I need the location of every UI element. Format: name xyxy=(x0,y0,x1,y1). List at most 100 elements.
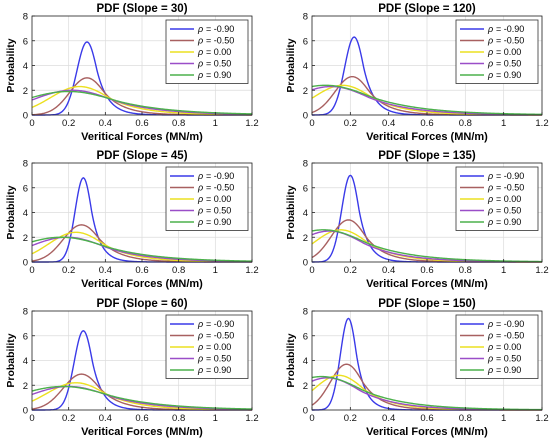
legend-entry-label: = 0.90 xyxy=(496,217,521,227)
pdf-panel: 0 0.2 0.4 0.6 0.8 1 1.2 0 2 4 6 8 PDF (Slope = 120) V… xyxy=(285,3,549,143)
y-tick-label: 6 xyxy=(303,36,308,47)
x-tick-label: 0.8 xyxy=(172,118,185,129)
y-tick-label: 4 xyxy=(23,208,28,219)
x-tick-label: 0.8 xyxy=(459,265,472,276)
legend-symbol: ρ xyxy=(487,171,493,181)
y-tick-label: 6 xyxy=(23,36,28,47)
legend-symbol: ρ xyxy=(197,24,203,34)
legend-entry-label: = 0.50 xyxy=(206,354,231,364)
x-tick-label: 1 xyxy=(501,413,506,424)
legend-entry-label: = 0.00 xyxy=(206,194,231,204)
y-tick-label: 0 xyxy=(303,111,308,122)
x-tick-label: 0.2 xyxy=(62,413,75,424)
legend-symbol: ρ xyxy=(487,70,493,80)
y-axis-label: Probability xyxy=(5,333,17,387)
panel-title: PDF (Slope = 45) xyxy=(96,150,187,162)
legend-entry-label: = 0.90 xyxy=(496,365,521,375)
y-axis-label: Probability xyxy=(5,38,17,92)
legend-entry-label: = 0.90 xyxy=(206,365,231,375)
x-tick-label: 0.6 xyxy=(135,265,148,276)
legend-symbol: ρ xyxy=(197,183,203,193)
y-tick-label: 2 xyxy=(303,86,308,97)
x-axis-label: Veritical Forces (MN/m) xyxy=(366,278,488,290)
legend-symbol: ρ xyxy=(197,70,203,80)
legend-symbol: ρ xyxy=(487,206,493,216)
x-tick-label: 0.6 xyxy=(135,413,148,424)
pdf-panel: 0 0.2 0.4 0.6 0.8 1 1.2 0 2 4 6 8 PDF (Slope = 135) V… xyxy=(285,150,549,290)
legend: ρ = -0.90ρ = -0.50ρ = 0.00ρ = 0.50ρ = 0.90 xyxy=(455,19,539,84)
legend-entry-label: = 0.50 xyxy=(206,206,231,216)
legend-symbol: ρ xyxy=(197,59,203,69)
y-tick-label: 4 xyxy=(23,61,28,72)
y-tick-label: 8 xyxy=(23,307,28,318)
legend-symbol: ρ xyxy=(197,206,203,216)
y-tick-label: 2 xyxy=(303,233,308,244)
y-axis-label: Probability xyxy=(285,333,297,387)
legend-entry-label: = -0.50 xyxy=(206,331,234,341)
x-tick-label: 0.4 xyxy=(382,413,395,424)
x-tick-label: 0.8 xyxy=(172,413,185,424)
pdf-panel: 0 0.2 0.4 0.6 0.8 1 1.2 0 2 4 6 8 PDF (Slope = 30) Ve… xyxy=(5,3,259,143)
legend-symbol: ρ xyxy=(487,59,493,69)
x-axis-label: Veritical Forces (MN/m) xyxy=(366,426,488,438)
x-tick-label: 0 xyxy=(29,118,34,129)
pdf-panel: 0 0.2 0.4 0.6 0.8 1 1.2 0 2 4 6 8 PDF (Slope = 60) Ve… xyxy=(5,298,259,438)
y-axis-label: Probability xyxy=(285,38,297,92)
x-tick-label: 0.6 xyxy=(420,413,433,424)
legend-symbol: ρ xyxy=(197,331,203,341)
legend-symbol: ρ xyxy=(197,36,203,46)
y-tick-label: 6 xyxy=(23,331,28,342)
pdf-panel: 0 0.2 0.4 0.6 0.8 1 1.2 0 2 4 6 8 PDF (Slope = 45) Ve… xyxy=(5,150,259,290)
x-tick-label: 0 xyxy=(309,118,314,129)
legend-symbol: ρ xyxy=(487,319,493,329)
x-tick-label: 0 xyxy=(309,413,314,424)
legend-entry-label: = -0.90 xyxy=(206,319,234,329)
x-tick-label: 0 xyxy=(29,265,34,276)
y-tick-label: 0 xyxy=(23,258,28,269)
legend-symbol: ρ xyxy=(487,217,493,227)
x-tick-label: 0.2 xyxy=(344,413,357,424)
y-axis-label: Probability xyxy=(5,185,17,239)
x-tick-label: 0.4 xyxy=(382,265,395,276)
x-axis-label: Veritical Forces (MN/m) xyxy=(81,426,203,438)
y-tick-label: 4 xyxy=(303,356,308,367)
x-tick-label: 1.2 xyxy=(245,265,258,276)
legend-symbol: ρ xyxy=(197,47,203,57)
legend-entry-label: = 0.50 xyxy=(496,206,521,216)
legend-entry-label: = 0.00 xyxy=(206,47,231,57)
x-tick-label: 1.2 xyxy=(535,413,548,424)
legend-entry-label: = -0.90 xyxy=(496,319,524,329)
y-tick-label: 4 xyxy=(303,208,308,219)
legend: ρ = -0.90ρ = -0.50ρ = 0.00ρ = 0.50ρ = 0.90 xyxy=(455,166,539,231)
x-tick-label: 1.2 xyxy=(535,118,548,129)
x-tick-label: 1.2 xyxy=(245,118,258,129)
legend-symbol: ρ xyxy=(487,47,493,57)
legend-entry-label: = 0.00 xyxy=(206,342,231,352)
panel-title: PDF (Slope = 60) xyxy=(96,298,187,310)
x-tick-label: 1 xyxy=(213,265,218,276)
panel-title: PDF (Slope = 120) xyxy=(378,3,476,15)
legend-entry-label: = 0.50 xyxy=(206,59,231,69)
x-tick-label: 0.4 xyxy=(99,118,112,129)
y-axis-label: Probability xyxy=(285,185,297,239)
legend-symbol: ρ xyxy=(197,171,203,181)
y-tick-label: 8 xyxy=(23,159,28,170)
legend-entry-label: = -0.50 xyxy=(496,36,524,46)
y-tick-label: 2 xyxy=(23,86,28,97)
y-tick-label: 0 xyxy=(303,406,308,417)
y-tick-label: 6 xyxy=(23,183,28,194)
x-tick-label: 1 xyxy=(501,118,506,129)
legend: ρ = -0.90ρ = -0.50ρ = 0.00ρ = 0.50ρ = 0.90 xyxy=(165,314,249,379)
y-tick-label: 8 xyxy=(23,12,28,23)
legend-entry-label: = -0.50 xyxy=(496,183,524,193)
pdf-panel: 0 0.2 0.4 0.6 0.8 1 1.2 0 2 4 6 8 PDF (Slope = 150) V… xyxy=(285,298,549,438)
legend-symbol: ρ xyxy=(197,365,203,375)
legend: ρ = -0.90ρ = -0.50ρ = 0.00ρ = 0.50ρ = 0.90 xyxy=(455,314,539,379)
y-tick-label: 2 xyxy=(23,381,28,392)
legend-entry-label: = -0.90 xyxy=(206,24,234,34)
legend-symbol: ρ xyxy=(487,331,493,341)
y-tick-label: 4 xyxy=(303,61,308,72)
legend-entry-label: = -0.50 xyxy=(496,331,524,341)
legend-symbol: ρ xyxy=(487,194,493,204)
x-tick-label: 0.8 xyxy=(459,413,472,424)
